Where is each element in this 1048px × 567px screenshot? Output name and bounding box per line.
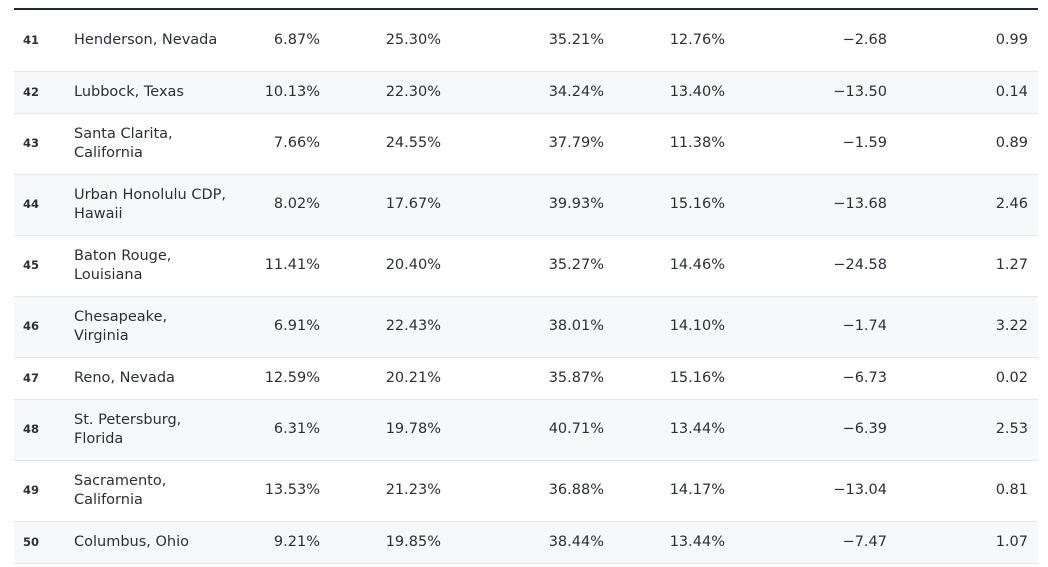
value-cell-1: 13.53%: [264, 482, 320, 498]
value-cell-6: 0.99: [995, 31, 1028, 48]
value-cell-2: 19.85%: [385, 533, 441, 550]
value-cell-5: −1.74: [842, 318, 887, 334]
table-row: 49 Sacramento, California 13.53% 21.23% …: [14, 460, 1038, 521]
value-cell-3: 36.88%: [548, 482, 604, 498]
value-cell-1: 7.66%: [273, 135, 320, 151]
city-cell: Santa Clarita, California: [74, 125, 173, 161]
table-row: 45 Baton Rouge, Louisiana 11.41% 20.40% …: [14, 235, 1038, 296]
table-row: 42 Lubbock, Texas 10.13% 22.30% 34.24% 1…: [14, 71, 1038, 113]
value-cell-2: 17.67%: [385, 196, 441, 212]
city-cell: Reno, Nevada: [74, 369, 175, 386]
rank-cell: 47: [23, 370, 40, 385]
value-cell-1: 9.21%: [273, 533, 320, 550]
city-cell: Columbus, Ohio: [74, 533, 190, 550]
value-cell-3: 38.44%: [548, 533, 604, 550]
value-cell-5: −24.58: [833, 257, 887, 273]
value-cell-1: 11.41%: [264, 257, 320, 273]
rank-cell: 41: [23, 32, 40, 47]
value-cell-6: 0.02: [995, 369, 1028, 386]
value-cell-3: 34.24%: [548, 83, 604, 100]
value-cell-5: −6.39: [842, 421, 887, 437]
table-row: 47 Reno, Nevada 12.59% 20.21% 35.87% 15.…: [14, 357, 1038, 399]
value-cell-6: 1.27: [995, 257, 1028, 273]
rank-cell: 42: [23, 84, 40, 99]
rank-cell: 43: [23, 136, 40, 150]
value-cell-1: 6.91%: [273, 318, 320, 334]
value-cell-1: 12.59%: [264, 369, 320, 386]
value-cell-3: 38.01%: [548, 318, 604, 334]
value-cell-6: 0.14: [995, 83, 1028, 100]
table-row: 43 Santa Clarita, California 7.66% 24.55…: [14, 113, 1038, 174]
value-cell-6: 0.81: [995, 482, 1028, 498]
city-cell: Henderson, Nevada: [74, 31, 218, 48]
value-cell-3: 37.79%: [548, 135, 604, 151]
value-cell-4: 12.76%: [669, 31, 725, 48]
table-row: 41 Henderson, Nevada 6.87% 25.30% 35.21%…: [14, 10, 1038, 71]
value-cell-5: −13.68: [833, 196, 887, 212]
value-cell-4: 13.40%: [669, 83, 725, 100]
rank-cell: 44: [23, 197, 40, 211]
value-cell-3: 39.93%: [548, 196, 604, 212]
value-cell-1: 6.87%: [273, 31, 320, 48]
value-cell-1: 6.31%: [273, 421, 320, 437]
value-cell-6: 0.89: [995, 135, 1028, 151]
value-cell-4: 14.17%: [669, 482, 725, 498]
value-cell-2: 19.78%: [385, 421, 441, 437]
table-body: 41 Henderson, Nevada 6.87% 25.30% 35.21%…: [14, 10, 1038, 563]
value-cell-5: −6.73: [842, 369, 887, 386]
data-table-container: 41 Henderson, Nevada 6.87% 25.30% 35.21%…: [14, 8, 1038, 564]
value-cell-2: 24.55%: [385, 135, 441, 151]
value-cell-4: 14.46%: [669, 257, 725, 273]
value-cell-5: −7.47: [842, 533, 887, 550]
rank-cell: 50: [23, 534, 40, 549]
value-cell-6: 1.07: [995, 533, 1028, 550]
value-cell-2: 20.21%: [385, 369, 441, 386]
rank-cell: 49: [23, 483, 40, 497]
value-cell-4: 11.38%: [669, 135, 725, 151]
value-cell-4: 14.10%: [669, 318, 725, 334]
value-cell-6: 3.22: [995, 318, 1028, 334]
value-cell-2: 25.30%: [385, 31, 441, 48]
table-top-rule: [14, 8, 1038, 10]
table-row: 50 Columbus, Ohio 9.21% 19.85% 38.44% 13…: [14, 521, 1038, 563]
value-cell-2: 22.43%: [385, 318, 441, 334]
value-cell-3: 40.71%: [548, 421, 604, 437]
value-cell-5: −13.50: [833, 83, 887, 100]
value-cell-2: 20.40%: [385, 257, 441, 273]
city-cell: Lubbock, Texas: [74, 83, 184, 100]
value-cell-5: −2.68: [842, 31, 887, 48]
value-cell-1: 10.13%: [264, 83, 320, 100]
rank-cell: 46: [23, 319, 40, 333]
city-cell: St. Petersburg, Florida: [74, 411, 182, 447]
value-cell-1: 8.02%: [273, 196, 320, 212]
value-cell-4: 15.16%: [669, 196, 725, 212]
value-cell-5: −1.59: [842, 135, 887, 151]
value-cell-5: −13.04: [833, 482, 887, 498]
city-cell: Chesapeake, Virginia: [74, 308, 168, 344]
value-cell-3: 35.21%: [548, 31, 604, 48]
city-cell: Baton Rouge, Louisiana: [74, 247, 172, 283]
city-cell: Urban Honolulu CDP, Hawaii: [74, 186, 226, 222]
value-cell-3: 35.87%: [548, 369, 604, 386]
value-cell-6: 2.46: [995, 196, 1028, 212]
value-cell-2: 21.23%: [385, 482, 441, 498]
table-row: 48 St. Petersburg, Florida 6.31% 19.78% …: [14, 399, 1038, 460]
value-cell-4: 15.16%: [669, 369, 725, 386]
table-row: 44 Urban Honolulu CDP, Hawaii 8.02% 17.6…: [14, 174, 1038, 235]
rank-cell: 45: [23, 258, 40, 272]
rank-cell: 48: [23, 422, 40, 436]
table-row: 46 Chesapeake, Virginia 6.91% 22.43% 38.…: [14, 296, 1038, 357]
city-cell: Sacramento, California: [74, 472, 167, 508]
value-cell-6: 2.53: [995, 421, 1028, 437]
value-cell-3: 35.27%: [548, 257, 604, 273]
value-cell-4: 13.44%: [669, 421, 725, 437]
value-cell-4: 13.44%: [669, 533, 725, 550]
cities-table: 41 Henderson, Nevada 6.87% 25.30% 35.21%…: [14, 10, 1038, 564]
value-cell-2: 22.30%: [385, 83, 441, 100]
